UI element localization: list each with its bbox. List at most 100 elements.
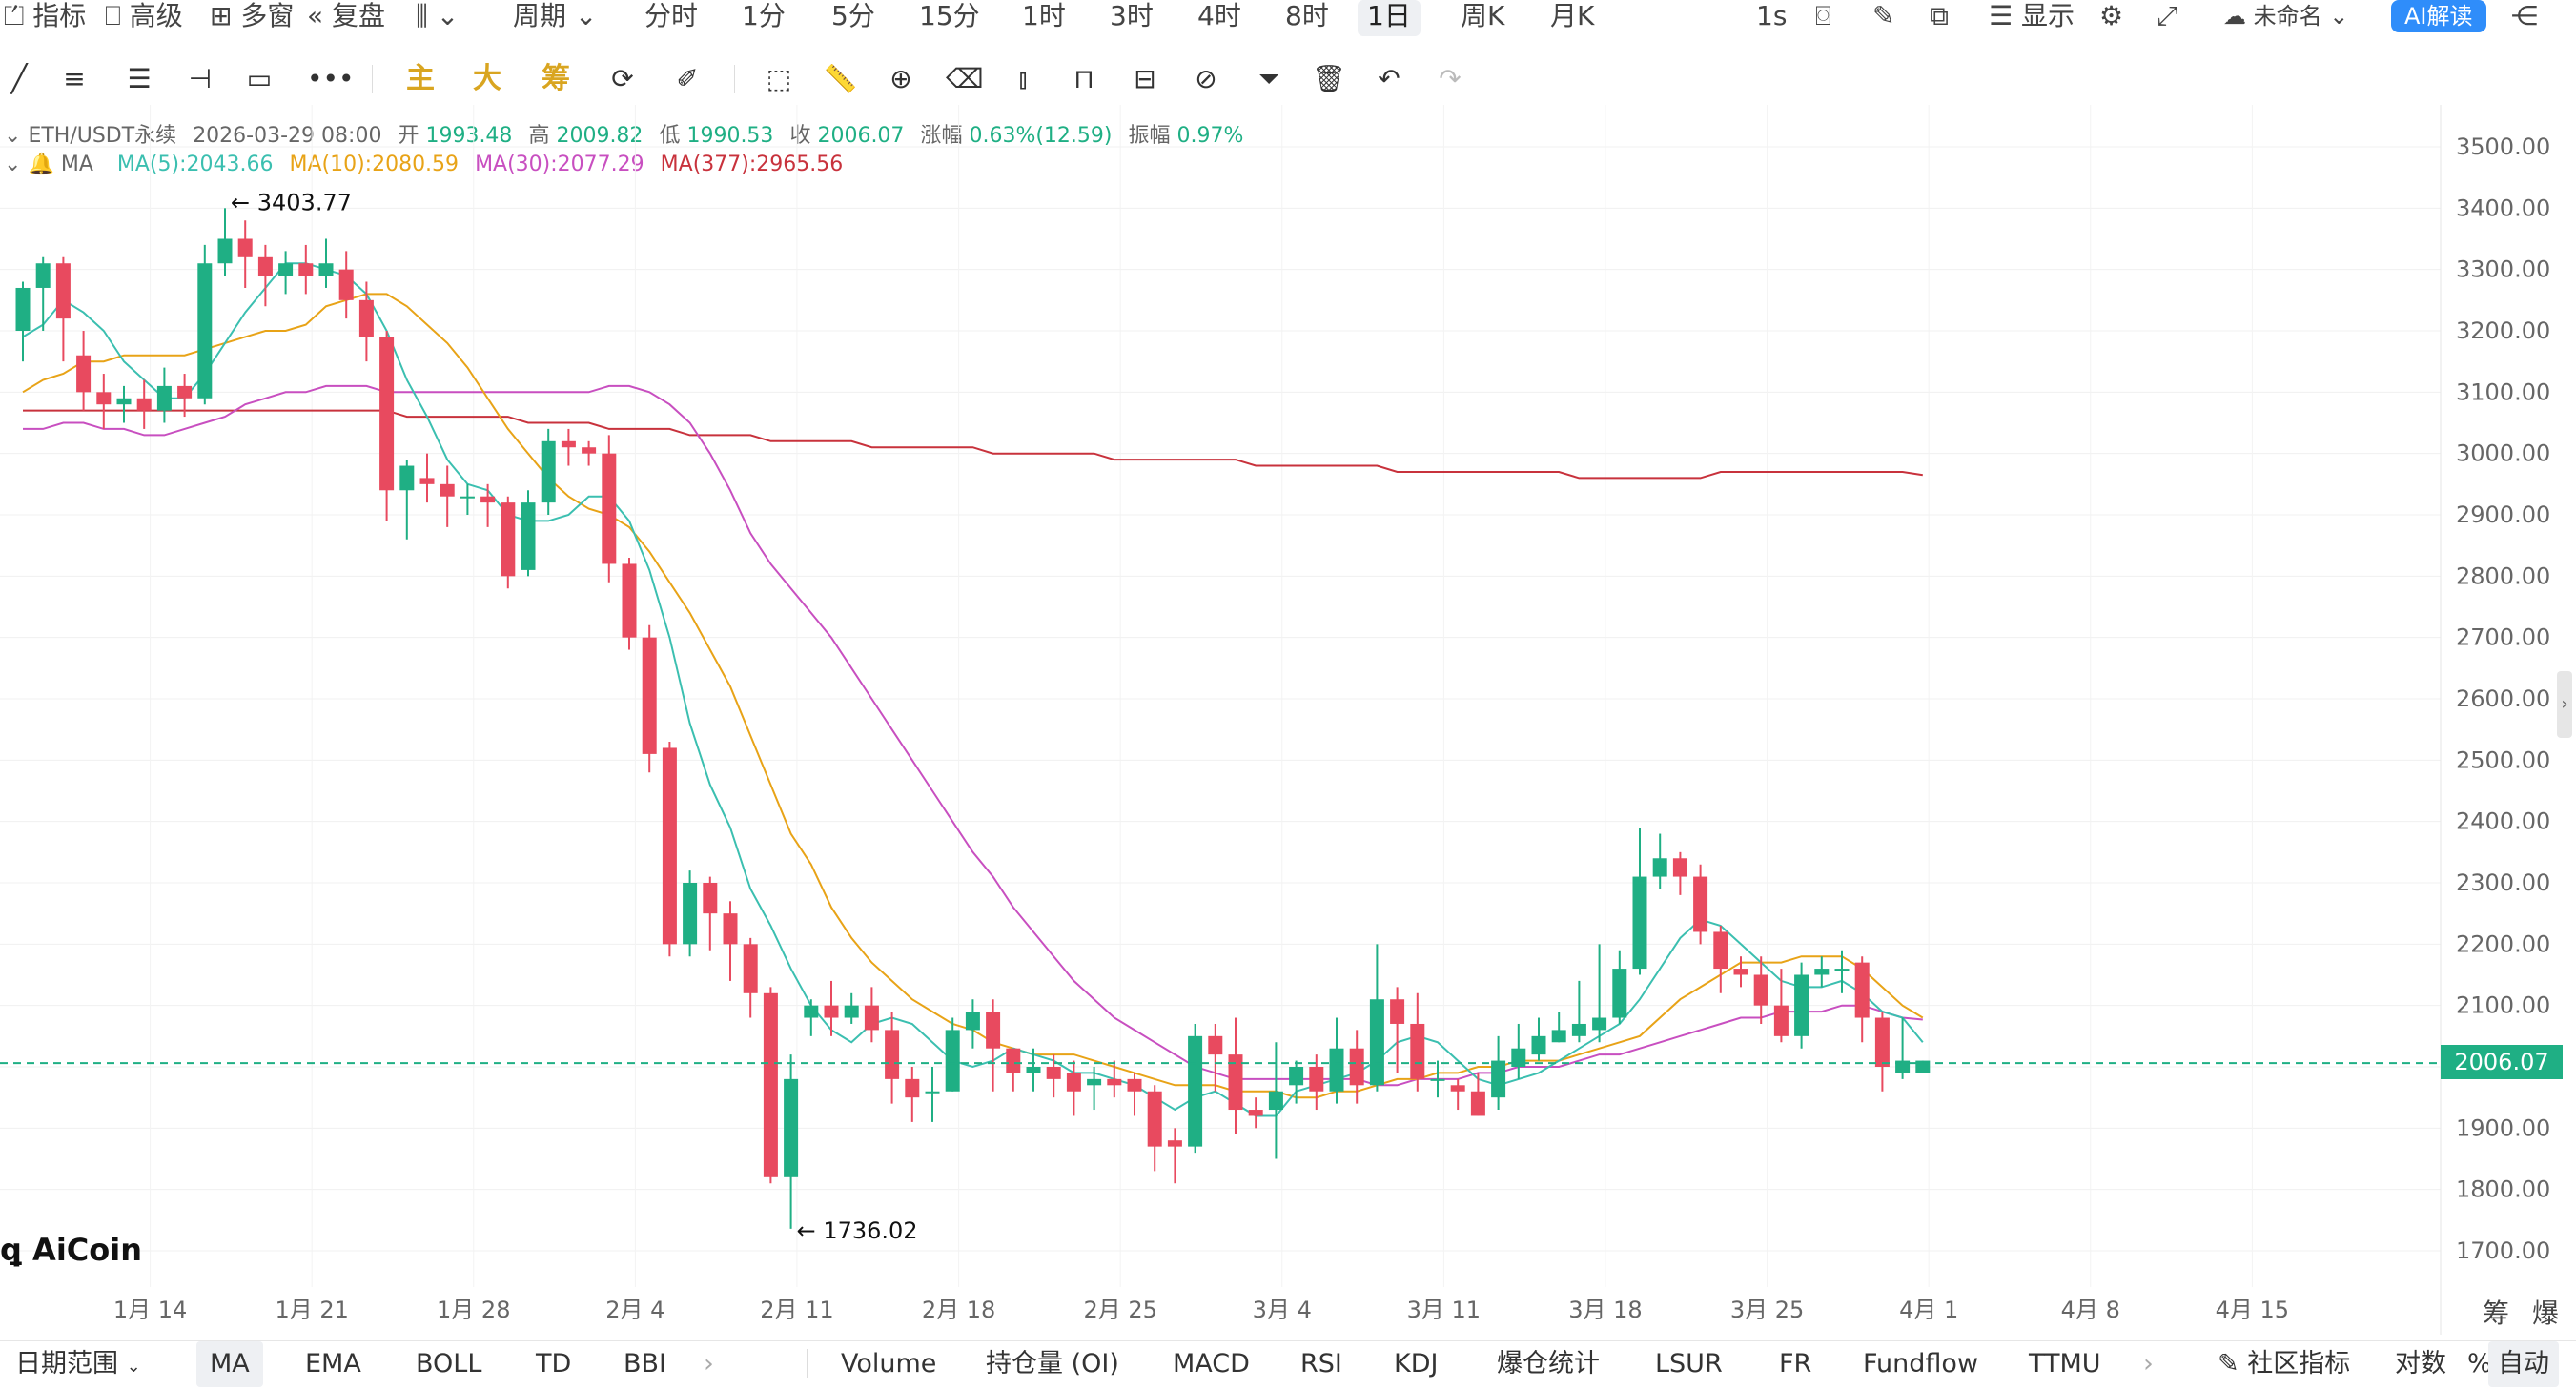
link-icon[interactable]: ⊘ xyxy=(1195,63,1217,94)
template-icon[interactable]: ⊟ xyxy=(1134,63,1156,94)
indicator-liquidation[interactable]: 爆仓统计 xyxy=(1497,1349,1600,1379)
date-tick-label: 4月 8 xyxy=(2061,1297,2120,1323)
horizontal-lines-icon[interactable]: ☰ xyxy=(127,63,152,94)
candle-body xyxy=(318,263,334,276)
indicator-macd[interactable]: MACD xyxy=(1173,1349,1250,1379)
ai-read-button[interactable]: AI解读 xyxy=(2391,0,2486,32)
advanced-button[interactable]: ⎕ 高级 xyxy=(105,0,183,31)
window-icon[interactable]: ⧉ xyxy=(1930,0,1949,31)
candlestick-chart[interactable]: 3500.00 3400.00 3300.00 3200.00 3100.00 3000.… xyxy=(0,105,2576,1335)
percent-scale-button[interactable]: % xyxy=(2467,1349,2492,1379)
line-tool-icon[interactable]: ╱ xyxy=(10,63,28,94)
main-chart-toggle[interactable]: 主 xyxy=(406,62,435,95)
lock-icon[interactable]: ⊓ xyxy=(1073,63,1094,94)
interval-tab[interactable]: 月K xyxy=(1550,0,1595,31)
indicator-lsur[interactable]: LSUR xyxy=(1655,1349,1723,1379)
undo-icon[interactable]: ↶ xyxy=(1378,63,1400,94)
display-button[interactable]: ☰ 显示 xyxy=(1989,0,2075,31)
chevron-right-icon[interactable]: › xyxy=(2143,1349,2154,1379)
close-label: 收 xyxy=(789,124,811,148)
interval-tab[interactable]: 1分 xyxy=(742,0,786,31)
select-icon[interactable]: ⬚ xyxy=(766,63,792,94)
interval-tab[interactable]: 15分 xyxy=(919,0,980,31)
bell-icon[interactable]: 🔔 xyxy=(28,153,54,176)
trash-icon[interactable]: 🗑 xyxy=(1312,63,1346,94)
indicator-ema[interactable]: EMA xyxy=(305,1349,361,1379)
magnet-icon[interactable]: ⫾ xyxy=(1018,63,1028,94)
candle-body xyxy=(1753,974,1768,1006)
date-tick-label: 1月 28 xyxy=(437,1297,510,1323)
chips-axis-button[interactable]: 筹 xyxy=(2483,1298,2510,1329)
indicator-fundflow[interactable]: Fundflow xyxy=(1863,1349,1979,1379)
rectangle-icon[interactable]: ▭ xyxy=(246,63,273,94)
chips-toggle[interactable]: 筹 xyxy=(542,62,570,95)
candle-body xyxy=(925,1091,940,1094)
pen-icon[interactable]: ✐ xyxy=(676,63,699,94)
interval-tab[interactable]: 分时 xyxy=(644,0,699,31)
ma5-value: MA(5):2043.66 xyxy=(116,153,274,176)
candle-body xyxy=(683,883,698,945)
big-chart-toggle[interactable]: 大 xyxy=(473,62,501,95)
auto-scale-button[interactable]: 自动 xyxy=(2488,1341,2559,1387)
indicator-ma[interactable]: MA xyxy=(196,1341,263,1387)
indicator-fr[interactable]: FR xyxy=(1779,1349,1812,1379)
indicator-volume[interactable]: Volume xyxy=(841,1349,937,1379)
edit-icon[interactable]: ✎ xyxy=(1872,0,1895,31)
drawing-toolbar: ╱ ≡ ☰ ⊣ ▭ ••• 主 大 筹 ⟳ ✐ ⬚ 📏 ⊕ ⌫ ⫾ ⊓ ⊟ ⊘ … xyxy=(0,59,1487,99)
camera-icon[interactable]: ⌼ xyxy=(1815,0,1831,31)
interval-tab[interactable]: 4时 xyxy=(1197,0,1241,31)
candle-body xyxy=(905,1078,920,1098)
price-tick-label: 3500.00 xyxy=(2456,133,2550,160)
indicator-rsi[interactable]: RSI xyxy=(1300,1349,1342,1379)
collapse-icon[interactable]: ⌄ xyxy=(4,153,22,176)
indicator-ttmu[interactable]: TTMU xyxy=(2029,1349,2101,1379)
indicator-td[interactable]: TD xyxy=(536,1349,572,1379)
community-indicators-button[interactable]: ✎ 社区指标 xyxy=(2218,1349,2351,1379)
multi-window-button[interactable]: ⊞ 多窗 xyxy=(210,0,295,31)
price-axis: 3500.00 3400.00 3300.00 3200.00 3100.00 3000.… xyxy=(2456,133,2550,1264)
layout-name-button[interactable]: ☁ 未命名 ⌄ xyxy=(2223,3,2349,30)
parallel-lines-icon[interactable]: ≡ xyxy=(63,63,86,94)
indicators-button[interactable]: ⏍ 指标 xyxy=(4,0,87,31)
low-marker: ← 1736.02 xyxy=(797,1217,918,1244)
share-icon[interactable]: ⋲ xyxy=(2511,0,2538,31)
period-button[interactable]: 周期 ⌄ xyxy=(513,0,598,31)
date-range-button[interactable]: 日期范围 ⌄ xyxy=(15,1349,141,1379)
interval-tab[interactable]: 8时 xyxy=(1285,0,1329,31)
sync-icon[interactable]: ⟳ xyxy=(611,63,634,94)
collapse-icon[interactable]: ⌄ xyxy=(4,124,22,148)
fullscreen-icon[interactable]: ⤢ xyxy=(2157,0,2178,31)
panel-collapse-handle[interactable]: › xyxy=(2557,671,2572,738)
indicator-boll[interactable]: BOLL xyxy=(416,1349,482,1379)
date-tick-label: 2月 25 xyxy=(1083,1297,1156,1323)
horizontal-line-icon[interactable]: ⊣ xyxy=(188,63,213,94)
candle-body xyxy=(1309,1067,1324,1092)
indicator-kdj[interactable]: KDJ xyxy=(1394,1349,1439,1379)
ruler-icon[interactable]: 📏 xyxy=(824,63,857,94)
chart-type-button[interactable]: ⫼ ⌄ xyxy=(416,0,459,36)
second-button[interactable]: 1s xyxy=(1756,0,1788,31)
replay-button[interactable]: « 复盘 xyxy=(307,0,386,31)
redo-icon[interactable]: ↷ xyxy=(1439,63,1462,94)
filter-icon[interactable]: ⏷ xyxy=(1257,63,1280,94)
more-tools-icon[interactable]: ••• xyxy=(307,63,355,94)
candle-body xyxy=(298,263,314,276)
interval-tab[interactable]: 周K xyxy=(1461,0,1505,31)
candle-body xyxy=(1693,876,1708,932)
zoom-icon[interactable]: ⊕ xyxy=(889,63,912,94)
indicator-bbi[interactable]: BBI xyxy=(624,1349,667,1379)
interval-tab-active[interactable]: 1日 xyxy=(1358,0,1421,36)
eraser-icon[interactable]: ⌫ xyxy=(946,63,984,94)
liquidation-axis-button[interactable]: 爆 xyxy=(2532,1298,2560,1329)
price-tick-label: 1700.00 xyxy=(2456,1237,2550,1264)
interval-tab[interactable]: 5分 xyxy=(831,0,875,31)
interval-tab[interactable]: 3时 xyxy=(1110,0,1154,31)
candle-body xyxy=(136,398,152,411)
interval-tab[interactable]: 1时 xyxy=(1022,0,1066,31)
price-tick-label: 2600.00 xyxy=(2456,685,2550,712)
indicator-oi[interactable]: 持仓量 (OI) xyxy=(986,1349,1119,1379)
log-scale-button[interactable]: 对数 xyxy=(2395,1349,2446,1379)
settings-icon[interactable]: ⚙ xyxy=(2099,0,2124,31)
candle-body xyxy=(55,263,71,319)
chevron-right-icon[interactable]: › xyxy=(704,1349,714,1379)
